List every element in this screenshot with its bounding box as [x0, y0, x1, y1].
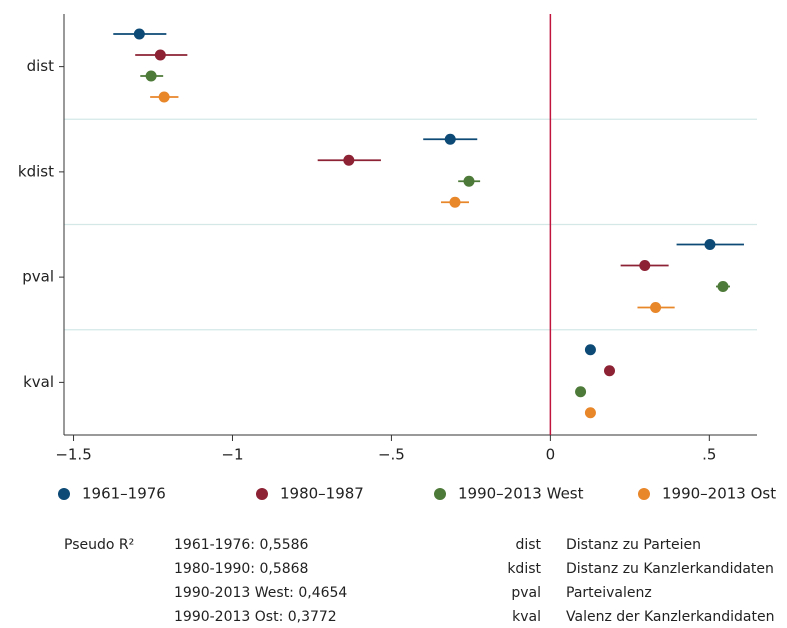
note-line: 1990-2013 Ost: 0,3772 [174, 609, 337, 625]
legend-marker [256, 488, 268, 500]
point [463, 175, 475, 187]
legend-label: 1990–2013 Ost [662, 485, 776, 503]
legend-label: 1990–2013 West [458, 485, 584, 503]
abbr-text: Distanz zu Parteien [566, 537, 701, 553]
abbr-text: Parteivalenz [566, 585, 652, 601]
abbr-key: pval [511, 585, 541, 601]
point [704, 239, 716, 250]
point [603, 365, 615, 377]
point [639, 260, 651, 271]
y-tick-label: dist [27, 57, 55, 75]
legend-label: 1961–1976 [82, 485, 166, 503]
y-tick-label: kdist [18, 162, 54, 180]
point [145, 70, 157, 82]
legend-marker [58, 488, 70, 500]
abbr-key: dist [515, 537, 541, 553]
point [584, 407, 596, 419]
note-line: 1961-1976: 0,5586 [174, 537, 309, 553]
legend-marker [638, 488, 650, 500]
point [449, 196, 461, 208]
legend-marker [434, 488, 446, 500]
x-tick-label: .5 [702, 446, 716, 464]
x-tick-label: −1.5 [55, 446, 91, 464]
point [444, 133, 456, 145]
point [154, 49, 166, 61]
point [343, 154, 355, 166]
point [650, 302, 662, 313]
point [717, 281, 729, 292]
abbr-text: Distanz zu Kanzlerkandidaten [566, 561, 774, 577]
abbr-key: kdist [507, 561, 541, 577]
y-tick-label: pval [22, 268, 54, 286]
point [584, 344, 596, 356]
x-tick-label: −1 [221, 446, 243, 464]
point [133, 28, 145, 40]
point [158, 91, 170, 103]
point [575, 386, 587, 398]
legend-label: 1980–1987 [280, 485, 364, 503]
notes-label: Pseudo R² [64, 537, 134, 553]
y-tick-label: kval [23, 373, 54, 391]
x-tick-label: 0 [546, 446, 556, 464]
note-line: 1980-1990: 0,5868 [174, 561, 308, 577]
note-line: 1990-2013 West: 0,4654 [174, 585, 347, 601]
x-tick-label: −.5 [378, 446, 405, 464]
abbr-text: Valenz der Kanzlerkandidaten [566, 609, 774, 625]
abbr-key: kval [512, 609, 541, 625]
